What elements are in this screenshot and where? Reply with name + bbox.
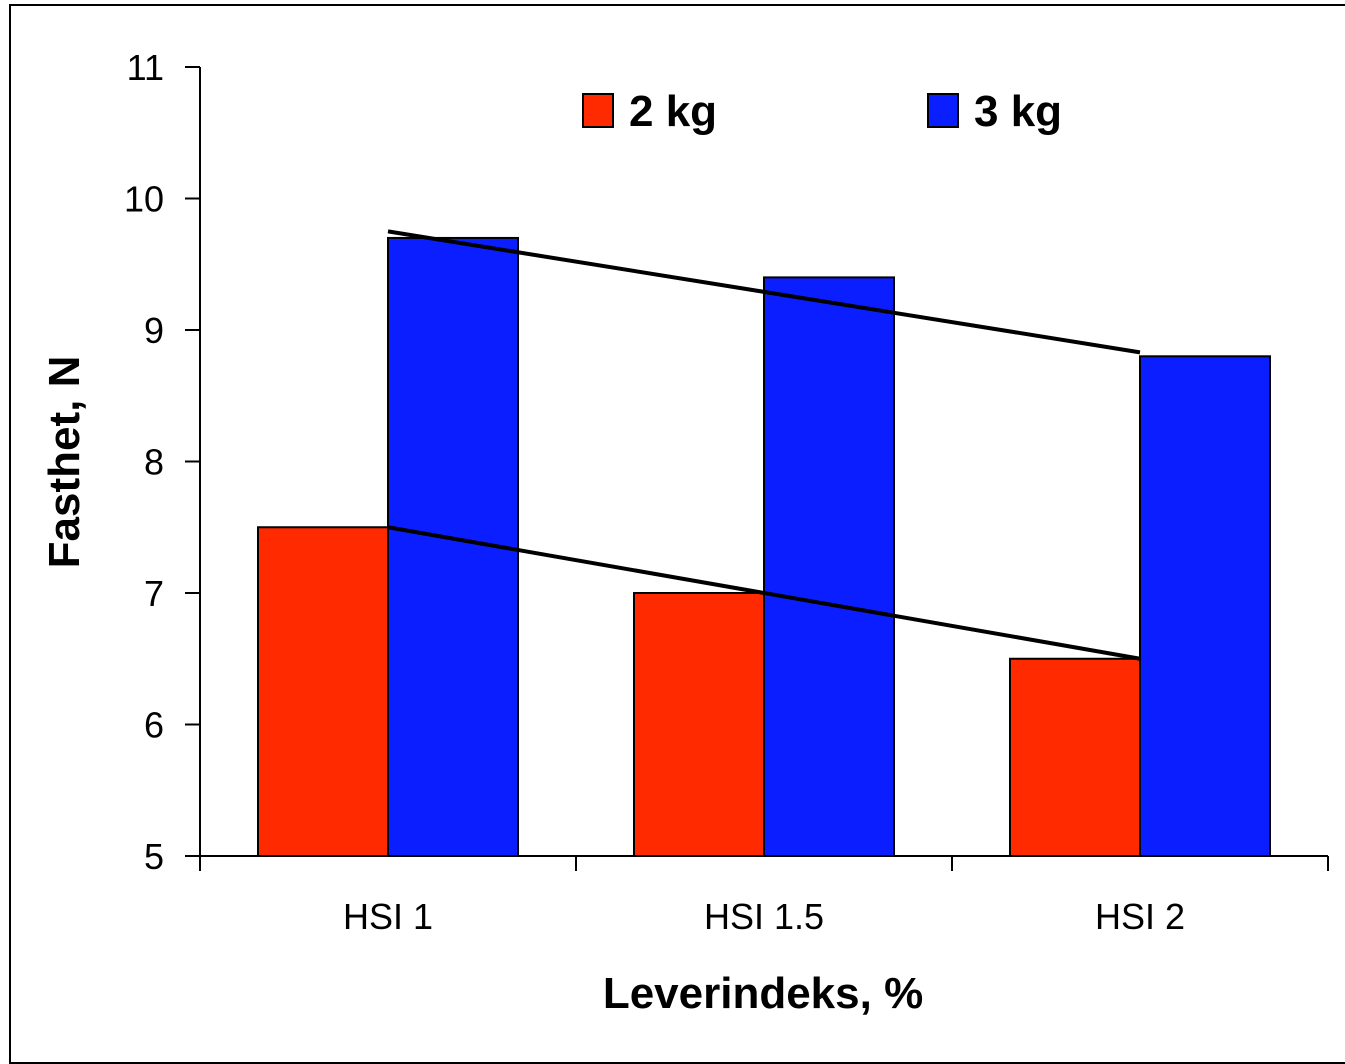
legend-label: 3 kg: [974, 87, 1062, 136]
trend-lines-layer: [387, 229, 1141, 661]
legend: 2 kg 3 kg: [582, 87, 1062, 136]
trend-line-3kg: [387, 229, 1141, 355]
legend-swatch: [582, 93, 614, 128]
bars-layer: [257, 236, 1271, 857]
bar-2kg-HSI2: [1009, 657, 1141, 857]
legend-swatch: [927, 93, 959, 128]
bar-2kg-HSI1: [257, 526, 389, 857]
y-ticks-layer: 5 6 7 8 9 10 11: [124, 47, 200, 877]
bar-3kg-HSI1_5: [763, 276, 895, 857]
bar-3kg-HSI2: [1139, 355, 1271, 857]
y-tick-label: 5: [144, 836, 164, 877]
legend-label: 2 kg: [629, 87, 717, 136]
x-tick-label: HSI 1: [343, 896, 433, 937]
y-tick-label: 9: [144, 310, 164, 351]
trend-line-2kg: [387, 525, 1141, 661]
y-axis-title: Fasthet, N: [40, 356, 89, 569]
x-tick-label: HSI 1.5: [704, 896, 824, 937]
y-tick-label: 10: [124, 179, 164, 220]
bar-2kg-HSI1_5: [633, 592, 765, 857]
x-axis-title: Leverindeks, %: [603, 969, 923, 1018]
y-tick-label: 8: [144, 442, 164, 483]
x-tick-label: HSI 2: [1095, 896, 1185, 937]
y-tick-label: 11: [127, 47, 164, 88]
y-tick-label: 6: [144, 705, 164, 746]
y-tick-label: 7: [144, 573, 164, 614]
x-ticks-layer: HSI 1 HSI 1.5 HSI 2: [199, 856, 1329, 937]
